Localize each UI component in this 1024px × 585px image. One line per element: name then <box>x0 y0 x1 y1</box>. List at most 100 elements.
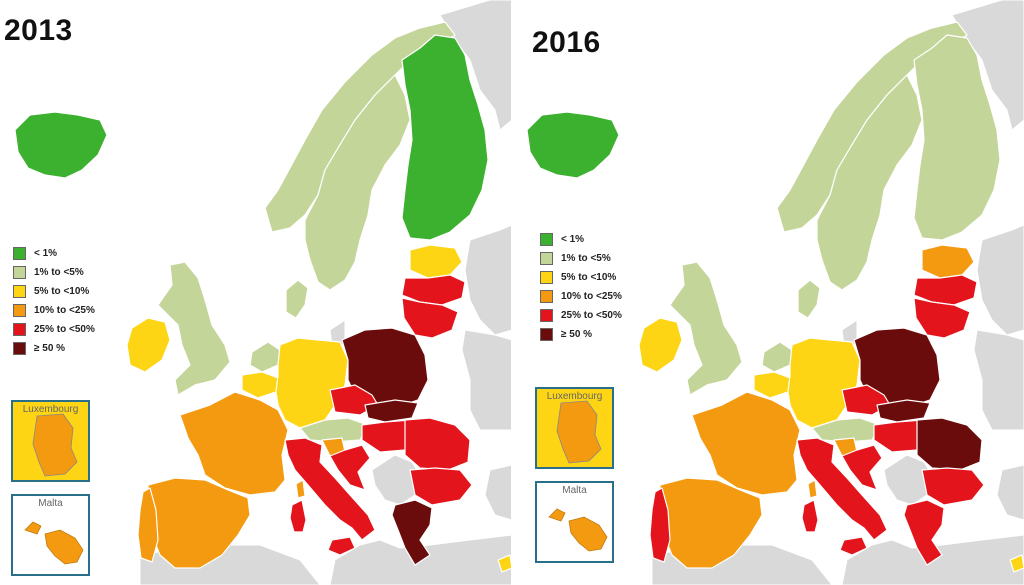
country-portugal <box>137 487 159 563</box>
inset-map-luxembourg <box>32 413 78 477</box>
legend-item-lt1: < 1% <box>13 244 95 263</box>
country-croatia <box>841 444 883 491</box>
legend-label: < 1% <box>34 248 58 259</box>
inset-malta-2013: Malta <box>11 494 90 576</box>
legend-swatch <box>540 252 553 265</box>
year-label-2013: 2013 <box>4 14 73 47</box>
inset-title-malta: Malta <box>38 498 63 509</box>
legend-item-c10to25: 10% to <25% <box>13 301 95 320</box>
legend-label: < 1% <box>561 234 585 245</box>
country-ireland <box>638 317 683 373</box>
legend-swatch <box>13 266 26 279</box>
country-germany <box>787 337 861 429</box>
country-sicily <box>839 536 868 556</box>
legend-label: 25% to <50% <box>561 310 622 321</box>
inset-map-malta <box>24 521 84 565</box>
country-greece <box>391 499 433 566</box>
country-germany <box>275 337 349 429</box>
inset-map-malta <box>548 508 608 552</box>
legend-item-lt1: < 1% <box>540 230 622 249</box>
map-panel-2013: 2013 < 1% 1% to <5% 5% to <10% 10% to <25% 2… <box>4 0 512 585</box>
legend-label: 5% to <10% <box>561 272 617 283</box>
country-latvia <box>401 274 466 306</box>
inset-map-luxembourg <box>556 400 602 464</box>
country-netherlands <box>761 341 793 373</box>
country-belgium <box>241 371 279 399</box>
non-eu-land-2 <box>976 224 1024 336</box>
country-denmark <box>797 279 821 319</box>
legend-label: ≥ 50 % <box>34 343 66 354</box>
inset-country-luxembourg <box>32 413 78 477</box>
country-sicily <box>327 536 356 556</box>
country-france <box>691 391 801 496</box>
country-croatia <box>329 444 371 491</box>
country-corsica <box>295 479 306 499</box>
inset-country-malta <box>24 521 84 565</box>
legend-swatch <box>13 323 26 336</box>
country-lithuania <box>401 297 459 339</box>
country-italy <box>284 437 376 541</box>
legend-label: 5% to <10% <box>34 286 90 297</box>
legend-swatch <box>13 304 26 317</box>
legend-2016: < 1% 1% to <5% 5% to <10% 10% to <25% 25% to… <box>540 230 622 344</box>
country-iceland <box>14 111 108 179</box>
country-slovakia <box>876 399 931 423</box>
country-france <box>179 391 289 496</box>
country-sweden <box>816 74 923 291</box>
country-greece <box>903 499 945 566</box>
legend-label: 10% to <25% <box>34 305 95 316</box>
legend-label: 10% to <25% <box>561 291 622 302</box>
legend-swatch <box>540 271 553 284</box>
country-ireland <box>126 317 171 373</box>
country-corsica <box>807 479 818 499</box>
legend-2013: < 1% 1% to <5% 5% to <10% 10% to <25% 25% to… <box>13 244 95 358</box>
country-sardinia <box>289 499 307 533</box>
country-uk <box>157 261 231 396</box>
country-sardinia <box>801 499 819 533</box>
legend-item-c25to50: 25% to <50% <box>540 306 622 325</box>
legend-item-ge50: ≥ 50 % <box>540 325 622 344</box>
country-netherlands <box>249 341 281 373</box>
country-uk <box>669 261 743 396</box>
country-cyprus <box>497 554 512 573</box>
legend-label: 1% to <5% <box>561 253 611 264</box>
country-slovakia <box>364 399 419 423</box>
non-eu-land-3 <box>461 329 512 431</box>
country-cyprus <box>1009 554 1024 573</box>
inset-title-malta: Malta <box>562 485 587 496</box>
country-bulgaria <box>921 467 985 506</box>
panel-divider <box>511 0 513 585</box>
country-italy <box>796 437 888 541</box>
map-panel-2016: 2016 < 1% 1% to <5% 5% to <10% 10% to <25% 2… <box>512 0 1024 585</box>
legend-swatch <box>540 233 553 246</box>
country-lithuania <box>913 297 971 339</box>
non-eu-land-5 <box>484 464 512 521</box>
europe-map-2016 <box>526 0 1024 585</box>
country-estonia <box>921 244 975 279</box>
legend-swatch <box>540 328 553 341</box>
legend-swatch <box>13 247 26 260</box>
non-eu-land-5 <box>996 464 1024 521</box>
country-finland <box>913 34 1001 241</box>
country-latvia <box>913 274 978 306</box>
country-finland <box>401 34 489 241</box>
country-denmark <box>285 279 309 319</box>
inset-luxembourg-2016: Luxembourg <box>535 387 614 469</box>
inset-malta-2016: Malta <box>535 481 614 563</box>
legend-label: 1% to <5% <box>34 267 84 278</box>
year-label-2016: 2016 <box>532 26 601 59</box>
country-portugal <box>649 487 671 563</box>
inset-luxembourg-2013: Luxembourg <box>11 400 90 482</box>
legend-swatch <box>540 309 553 322</box>
country-poland <box>853 327 941 409</box>
country-bulgaria <box>409 467 473 506</box>
country-estonia <box>409 244 463 279</box>
legend-item-c10to25: 10% to <25% <box>540 287 622 306</box>
legend-item-c25to50: 25% to <50% <box>13 320 95 339</box>
legend-item-ge50: ≥ 50 % <box>13 339 95 358</box>
non-eu-land-2 <box>464 224 512 336</box>
country-sweden <box>304 74 411 291</box>
country-romania <box>404 417 471 471</box>
country-iceland <box>526 111 620 179</box>
country-belgium <box>753 371 791 399</box>
